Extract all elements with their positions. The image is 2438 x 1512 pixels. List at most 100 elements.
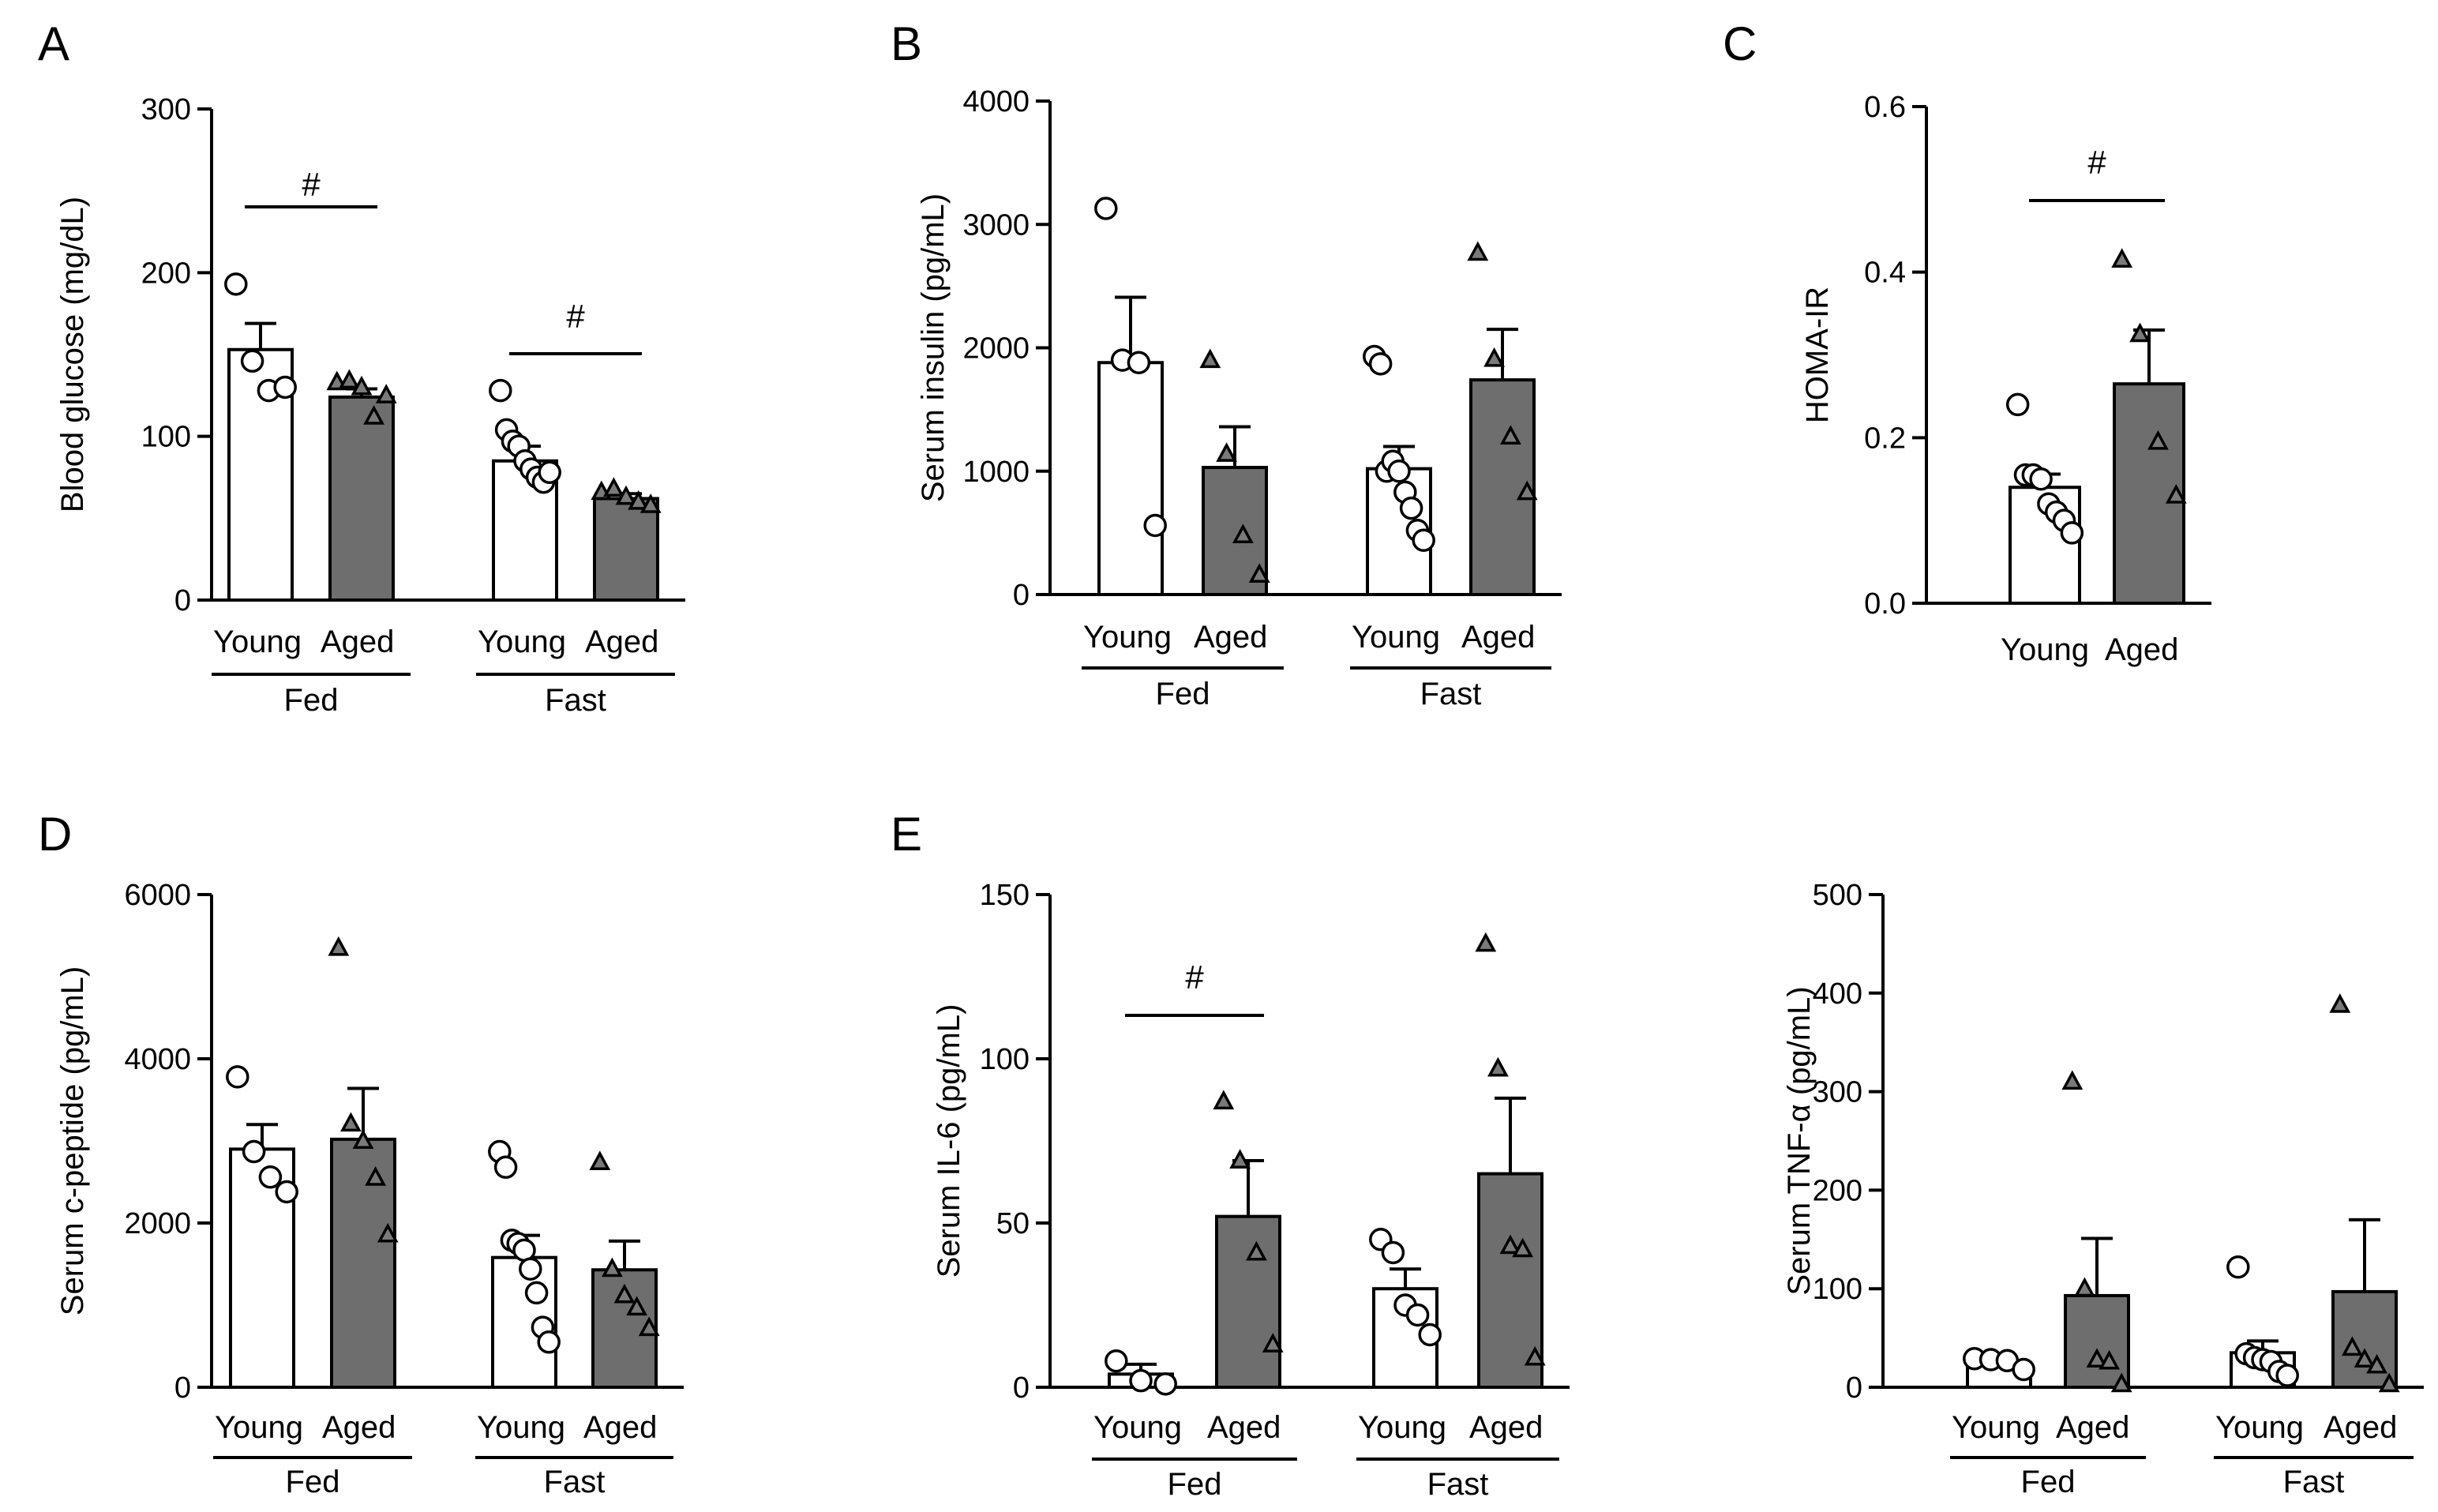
panel-letter: A: [38, 17, 69, 70]
category-label: Young: [1093, 1410, 1182, 1445]
data-point-young: [524, 1281, 549, 1305]
group-label: Fast: [544, 1465, 606, 1499]
category-label: Young: [477, 1410, 565, 1445]
y-tick-label: 100: [1813, 1273, 1862, 1306]
y-tick-label: 100: [141, 421, 191, 454]
panel-tnf: 0 100 200 300 400 500 Serum TNF-α (pg/mL) Young…: [1782, 879, 2424, 1499]
y-tick-label: 0: [174, 1371, 191, 1405]
data-point-aged: [375, 384, 397, 403]
data-point-aged: [1524, 1345, 1546, 1366]
group-label: Fast: [1420, 677, 1482, 711]
data-point-young: [2275, 1364, 2299, 1387]
data-point-aged: [1232, 523, 1254, 543]
y-tick-label: 300: [1813, 1076, 1862, 1109]
data-point-young: [2226, 1255, 2250, 1279]
y-tick-label: 6000: [124, 879, 191, 912]
y-tick-label: 2000: [124, 1207, 191, 1240]
data-point-aged: [613, 1283, 636, 1304]
bar-aged-0: [1215, 1214, 1281, 1390]
data-point-aged: [2110, 1372, 2132, 1393]
data-point-aged: [2129, 322, 2151, 343]
category-label: Aged: [1207, 1410, 1281, 1445]
data-point-aged: [1499, 1234, 1521, 1255]
data-point-aged: [328, 936, 350, 956]
data-point-aged: [1262, 1333, 1284, 1353]
data-point-aged: [365, 1166, 386, 1186]
data-point-aged: [2366, 1353, 2387, 1374]
category-label: Young: [1083, 620, 1172, 655]
y-tick-label: 300: [141, 93, 191, 126]
data-point-aged: [363, 405, 384, 425]
data-point-aged: [615, 485, 637, 505]
data-point-aged: [1213, 1090, 1235, 1110]
significance-label: #: [302, 166, 321, 203]
data-point-young: [242, 1139, 266, 1164]
data-point-young: [2005, 392, 2030, 417]
data-point-aged: [340, 1112, 362, 1132]
group-label: Fast: [2283, 1465, 2345, 1499]
data-point-young: [1127, 351, 1151, 374]
data-point-young: [493, 1155, 518, 1180]
group-label: Fed: [1156, 677, 1210, 711]
y-tick-label: 200: [141, 257, 191, 290]
category-label: Aged: [585, 625, 658, 659]
data-point-aged: [1483, 347, 1505, 367]
data-point-young: [275, 1180, 298, 1204]
data-point-young: [1105, 1349, 1128, 1373]
panel-letter: D: [38, 808, 72, 861]
data-point-aged: [1246, 1240, 1267, 1261]
group-label: Fast: [1427, 1467, 1489, 1502]
y-tick-label: 0: [1013, 579, 1030, 612]
significance-label: #: [2087, 144, 2106, 181]
data-point-young: [240, 349, 264, 373]
bar-young-0: [1097, 361, 1164, 596]
data-point-young: [1368, 352, 1393, 376]
category-label: Aged: [321, 625, 394, 659]
data-point-aged: [603, 477, 625, 497]
y-tick-label: 2000: [962, 332, 1030, 366]
category-label: Young: [215, 1410, 303, 1445]
panel-homa: C 0.0 0.2 0.4 0.6 HOMA-IR Young Aged #: [1723, 17, 2211, 667]
data-point-aged: [1475, 932, 1497, 952]
data-point-aged: [2099, 1349, 2120, 1370]
data-point-aged: [352, 1129, 374, 1149]
panel-letter: B: [891, 17, 922, 70]
data-point-aged: [1500, 425, 1521, 445]
data-point-aged: [628, 490, 649, 510]
bar-aged-1: [1477, 1172, 1543, 1389]
data-point-aged: [2342, 1336, 2363, 1356]
data-point-young: [537, 1330, 561, 1354]
y-tick-label: 50: [996, 1207, 1030, 1240]
group-label: Fed: [284, 683, 339, 718]
y-tick-label: 4000: [124, 1043, 191, 1076]
data-point-aged: [2147, 430, 2169, 450]
category-label: Aged: [2056, 1410, 2129, 1445]
data-point-young: [2029, 467, 2053, 491]
significance-label: #: [1185, 959, 1204, 996]
data-point-aged: [1216, 442, 1237, 462]
data-point-young: [1143, 513, 1167, 538]
data-point-young: [1399, 496, 1423, 520]
y-tick-label: 0: [1846, 1371, 1862, 1405]
y-tick-label: 100: [980, 1043, 1030, 1076]
y-tick-label: 500: [1813, 879, 1862, 912]
data-point-young: [1418, 1323, 1442, 1347]
data-point-aged: [351, 375, 373, 396]
data-point-aged: [1467, 241, 1489, 261]
data-point-young: [538, 460, 561, 485]
y-tick-label: 400: [1813, 977, 1862, 1011]
group-label: Fed: [1168, 1467, 1222, 1502]
data-point-young: [224, 272, 248, 296]
data-point-aged: [1487, 1056, 1509, 1077]
panel-letter: E: [891, 808, 922, 861]
category-label: Aged: [2105, 632, 2178, 667]
data-point-young: [1405, 1303, 1430, 1327]
data-point-young: [512, 1238, 536, 1263]
category-label: Young: [2215, 1410, 2304, 1445]
bar-aged-0: [330, 1137, 396, 1390]
category-label: Young: [213, 625, 302, 659]
y-tick-label: 0.6: [1864, 91, 1906, 124]
data-point-aged: [2111, 248, 2133, 268]
data-point-aged: [602, 1257, 623, 1278]
